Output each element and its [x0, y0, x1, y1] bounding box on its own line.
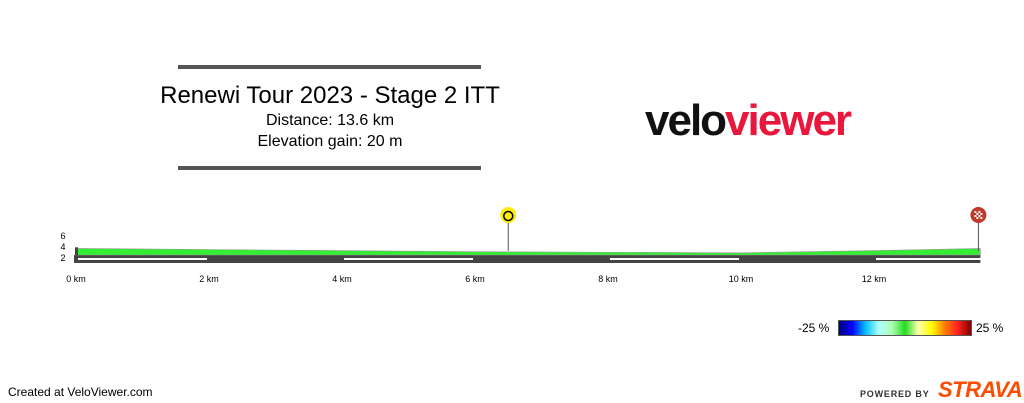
elevation-gain-text: Elevation gain: 20 m	[257, 133, 403, 150]
x-tick-label: 8 km	[598, 274, 618, 284]
gradient-legend-bar	[838, 320, 972, 336]
y-tick-label: 6	[60, 231, 65, 241]
x-tick-label: 6 km	[465, 274, 485, 284]
page-title: Renewi Tour 2023 - Stage 2 ITT	[160, 82, 500, 109]
km-scale-segment	[344, 258, 473, 260]
y-tick-label: 2	[60, 253, 65, 263]
checker-square	[978, 211, 981, 213]
checker-square	[980, 217, 983, 219]
stopwatch-face	[503, 210, 514, 222]
strava-logo: STRAVA	[938, 377, 1023, 402]
checker-square	[978, 215, 981, 217]
elevation-chart: 0 km 2 km 4 km 6 km 8 km 10 km 12 km 642	[60, 207, 1005, 284]
km-scale-segment	[876, 258, 1005, 260]
checker-square	[976, 213, 979, 215]
powered-by-text: POWERED BY	[860, 389, 930, 399]
y-tick-label: 4	[60, 242, 65, 252]
checker-square	[976, 217, 979, 219]
bottom-rule	[178, 166, 481, 170]
legend-min: -25 %	[798, 321, 830, 335]
km-scale-segment	[610, 258, 739, 260]
legend-max: 25 %	[976, 321, 1004, 335]
km-scale-segment	[78, 258, 207, 260]
road-base	[74, 255, 981, 263]
x-tick-label: 12 km	[862, 274, 887, 284]
x-tick-label: 2 km	[199, 274, 219, 284]
elevation-area	[75, 248, 981, 256]
veloviewer-logo: veloviewer	[645, 96, 852, 145]
created-at-text: Created at VeloViewer.com	[8, 385, 153, 399]
start-post	[75, 247, 78, 255]
checker-square	[974, 215, 977, 217]
x-tick-label: 4 km	[332, 274, 352, 284]
distance-text: Distance: 13.6 km	[265, 112, 395, 129]
x-tick-label: 0 km	[66, 274, 86, 284]
top-rule	[178, 65, 481, 69]
x-tick-label: 10 km	[729, 274, 754, 284]
checker-square	[974, 211, 977, 213]
checker-square	[980, 213, 983, 215]
